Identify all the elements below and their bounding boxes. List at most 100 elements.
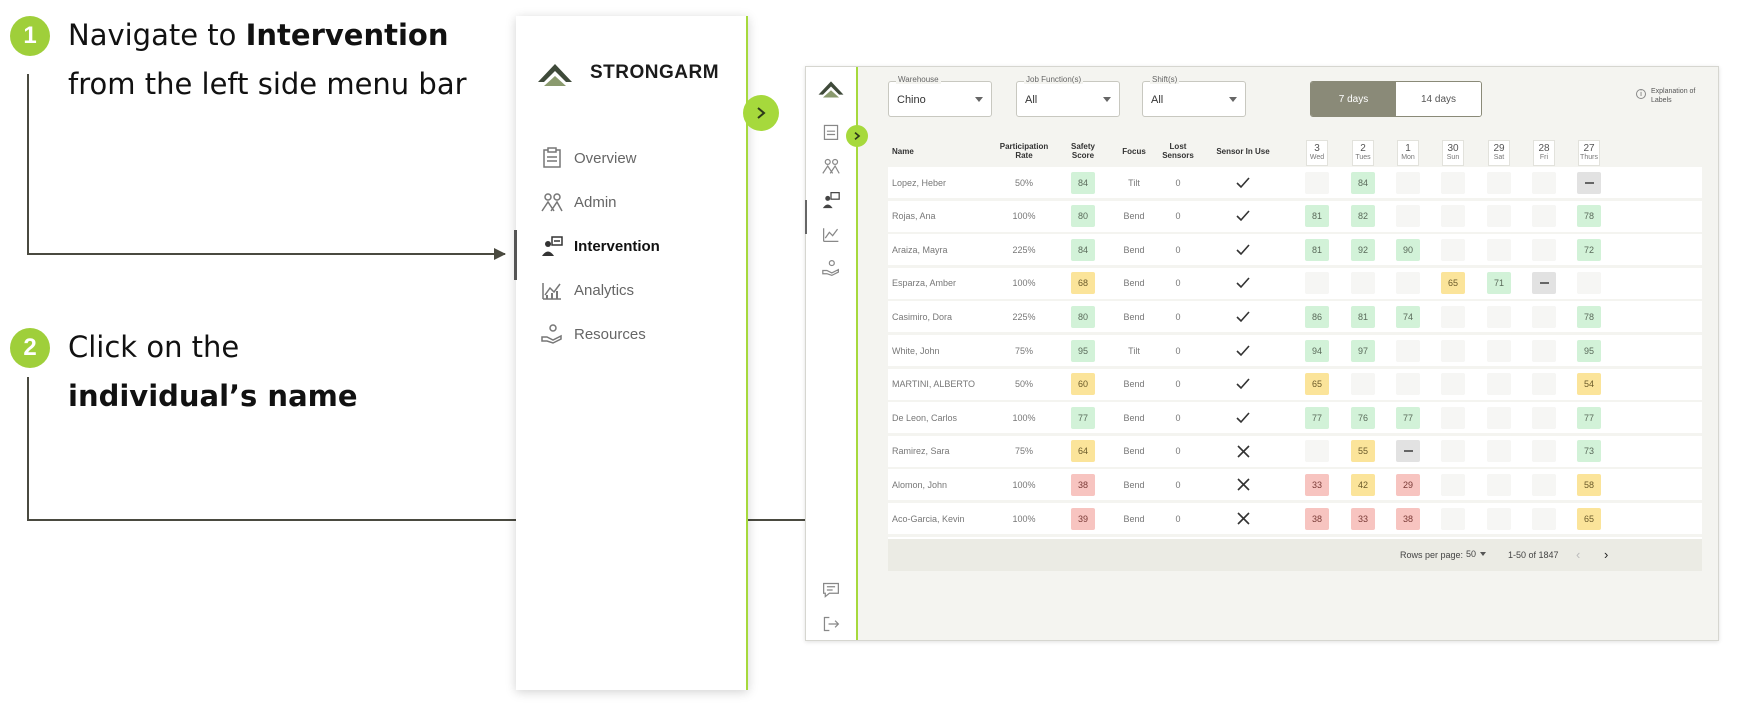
day-score-cell <box>1532 234 1556 265</box>
col-sensor[interactable]: Sensor In Use <box>1216 147 1270 156</box>
focus-value: Bend <box>1123 379 1145 390</box>
employee-name-link[interactable]: MARTINI, ALBERTO <box>892 379 976 390</box>
fourteen-days-option[interactable]: 14 days <box>1396 82 1481 116</box>
safety-score-badge: 68 <box>1071 272 1095 295</box>
safety-score-badge: 77 <box>1071 406 1095 429</box>
shift-label: Shift(s) <box>1150 75 1180 84</box>
job-function-select[interactable]: Job Function(s) All <box>1016 75 1120 117</box>
employee-name-link[interactable]: Rojas, Ana <box>892 211 936 222</box>
employee-name-link[interactable]: Esparza, Amber <box>892 278 957 289</box>
day-score-empty <box>1532 507 1556 530</box>
day-score-empty <box>1441 305 1465 328</box>
shift-select[interactable]: Shift(s) All <box>1142 75 1246 117</box>
step-1-arrow-head <box>494 248 506 260</box>
lost-sensors-value: 0 <box>1175 412 1181 423</box>
day-score-cell: 29 <box>1396 469 1420 500</box>
menu-item-intervention[interactable]: Intervention <box>540 234 660 258</box>
day-score-cell <box>1305 167 1329 198</box>
employee-name-link[interactable]: De Leon, Carlos <box>892 412 958 423</box>
menu-item-overview[interactable]: Overview <box>540 146 637 170</box>
menu-label-analytics: Analytics <box>574 281 635 299</box>
analytics-icon[interactable] <box>820 223 842 245</box>
day-score-empty <box>1487 305 1511 328</box>
table-row[interactable]: White, John 75% 95 Tilt 0 94 97 95 <box>888 335 1702 369</box>
day-weekday: Mon <box>1401 154 1415 161</box>
seven-days-option[interactable]: 7 days <box>1311 82 1396 116</box>
day-score-badge: 81 <box>1305 238 1329 261</box>
expand-menu-button[interactable] <box>846 125 868 147</box>
day-score-cell: 84 <box>1351 167 1375 198</box>
participation-rate: 50% <box>1014 177 1033 188</box>
shift-value: All <box>1151 94 1164 106</box>
focus-value: Tilt <box>1128 177 1140 188</box>
day-weekday: Fri <box>1539 154 1549 161</box>
menu-label-resources: Resources <box>574 325 646 343</box>
day-score-cell: 94 <box>1305 335 1329 366</box>
table-row[interactable]: Lopez, Heber 50% 84 Tilt 0 84 <box>888 167 1702 201</box>
employee-name-link[interactable]: Ramirez, Sara <box>892 446 950 457</box>
day-score-cell <box>1441 402 1465 433</box>
step-2-badge: 2 <box>10 328 50 368</box>
prev-page-icon[interactable]: ‹ <box>1576 547 1581 562</box>
feedback-chat-icon[interactable] <box>820 579 842 601</box>
next-page-icon[interactable]: › <box>1604 547 1609 562</box>
employee-name-link[interactable]: Casimiro, Dora <box>892 311 953 322</box>
table-row[interactable]: De Leon, Carlos 100% 77 Bend 0 77 76 77 77 <box>888 402 1702 437</box>
participation-rate: 75% <box>1014 345 1033 356</box>
employee-name-link[interactable]: Aco-Garcia, Kevin <box>892 513 965 524</box>
table-row[interactable]: Aco-Garcia, Kevin 100% 39 Bend 0 38 33 38 65 <box>888 503 1702 537</box>
day-score-cell: 72 <box>1577 234 1601 265</box>
table-row[interactable]: Alomon, John 100% 38 Bend 0 33 42 29 58 <box>888 469 1702 504</box>
explanation-of-labels-link[interactable]: i Explanation of Labels <box>1636 87 1714 105</box>
warehouse-select[interactable]: Warehouse Chino <box>888 75 992 117</box>
table-row[interactable]: Ramirez, Sara 75% 64 Bend 0 55 73 <box>888 435 1702 470</box>
employee-name-link[interactable]: Alomon, John <box>892 479 948 490</box>
day-score-badge: 81 <box>1305 205 1329 228</box>
day-score-cell: 86 <box>1305 301 1329 332</box>
day-weekday: Tues <box>1355 154 1371 161</box>
step-1-line1-bold: Intervention <box>245 18 449 52</box>
logout-icon[interactable] <box>820 613 842 635</box>
employee-name-link[interactable]: White, John <box>892 345 940 356</box>
day-score-cell <box>1351 268 1375 299</box>
collapse-menu-button[interactable] <box>743 95 779 131</box>
table-row[interactable]: Rojas, Ana 100% 80 Bend 0 81 82 78 <box>888 200 1702 235</box>
col-safety[interactable]: Safety Score <box>1070 142 1095 160</box>
employee-name-link[interactable]: Araiza, Mayra <box>892 244 948 255</box>
rows-per-page-select[interactable]: 50 <box>1466 549 1487 559</box>
day-score-cell: 90 <box>1396 234 1420 265</box>
table-row[interactable]: Esparza, Amber 100% 68 Bend 0 65 71 <box>888 267 1702 302</box>
table-header: Name Participation Rate Safety Score Foc… <box>888 137 1702 167</box>
safety-score-badge: 84 <box>1071 171 1095 194</box>
menu-item-analytics[interactable]: Analytics <box>540 278 634 302</box>
table-footer: Rows per page: 50 1-50 of 1847 ‹ › <box>888 539 1702 571</box>
day-score-badge: 86 <box>1305 305 1329 328</box>
table-row[interactable]: Casimiro, Dora 225% 80 Bend 0 86 81 74 78 <box>888 301 1702 336</box>
day-score-empty <box>1532 238 1556 261</box>
hand-resources-icon[interactable] <box>820 257 842 279</box>
hand-resources-icon <box>540 322 564 346</box>
admin-people-icon[interactable] <box>820 155 842 177</box>
analytics-icon <box>540 278 564 302</box>
col-focus[interactable]: Focus <box>1122 147 1146 156</box>
day-score-empty <box>1487 339 1511 362</box>
menu-item-resources[interactable]: Resources <box>540 322 646 346</box>
focus-value: Bend <box>1123 244 1145 255</box>
employee-name-link[interactable]: Lopez, Heber <box>892 177 947 188</box>
table-row[interactable]: MARTINI, ALBERTO 50% 60 Bend 0 65 54 <box>888 368 1702 403</box>
clipboard-icon[interactable] <box>820 121 842 143</box>
intervention-icon[interactable] <box>820 189 842 211</box>
col-lost[interactable]: Lost Sensors <box>1162 142 1194 160</box>
focus-value: Bend <box>1123 412 1145 423</box>
sensor-check-icon <box>1210 369 1276 400</box>
menu-item-admin[interactable]: Admin <box>540 190 617 214</box>
col-participation[interactable]: Participation Rate <box>999 142 1049 160</box>
day-score-cell <box>1532 268 1556 299</box>
day-score-badge: 71 <box>1487 272 1511 295</box>
safety-score-cell: 80 <box>1068 301 1098 332</box>
participation-rate: 100% <box>1012 278 1036 289</box>
day-score-badge: 33 <box>1351 507 1375 530</box>
table-row[interactable]: Araiza, Mayra 225% 84 Bend 0 81 92 90 72 <box>888 234 1702 269</box>
safety-score-badge: 38 <box>1071 473 1095 496</box>
col-name[interactable]: Name <box>892 147 914 156</box>
